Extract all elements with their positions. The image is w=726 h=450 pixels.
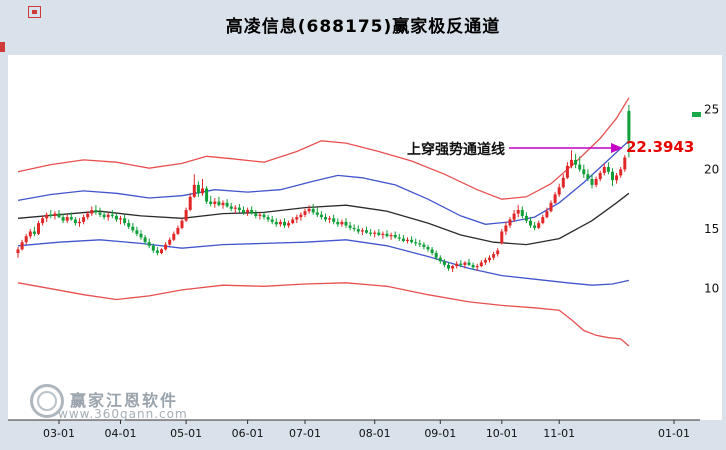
watermark-url: www.360gann.com: [58, 407, 188, 421]
lower-red-channel-line: [17, 282, 630, 347]
y-axis-label: 10: [704, 282, 719, 296]
annotation-arrow: [509, 143, 623, 153]
x-axis-label: 01-01: [658, 427, 690, 440]
y-axis-label: 25: [704, 103, 719, 117]
lower-blue-channel-line: [17, 239, 630, 286]
middle-black-line: [17, 192, 630, 246]
x-axis-label: 06-01: [232, 427, 264, 440]
x-axis-label: 03-01: [43, 427, 75, 440]
red-stamp-icon: [28, 6, 41, 18]
x-axis-label: 11-01: [543, 427, 575, 440]
x-axis-label: 08-01: [359, 427, 391, 440]
plot-area[interactable]: [8, 55, 722, 420]
watermark-brand: 赢家江恩软件: [70, 391, 179, 410]
y-axis-label: 15: [704, 222, 719, 236]
candlesticks: [16, 105, 631, 272]
x-axis-label: 10-01: [486, 427, 518, 440]
x-axis-label: 04-01: [105, 427, 137, 440]
high-marker: [692, 112, 701, 117]
upper-red-channel-line: [17, 97, 630, 200]
annotation-label: 上穿强势通道线: [407, 142, 505, 158]
x-axis-label: 07-01: [289, 427, 321, 440]
y-axis-label: 20: [704, 162, 719, 176]
channel-lines: [17, 97, 630, 347]
x-axis-label: 09-01: [424, 427, 456, 440]
arrow-head-icon: [611, 143, 623, 153]
x-axis-label: 05-01: [170, 427, 202, 440]
chart-title: 高凌信息(688175)赢家极反通道: [225, 17, 501, 37]
price-callout: 22.3943: [626, 138, 695, 156]
watermark-logo-icon: [30, 384, 64, 418]
red-edge-mark-icon: [0, 42, 5, 52]
